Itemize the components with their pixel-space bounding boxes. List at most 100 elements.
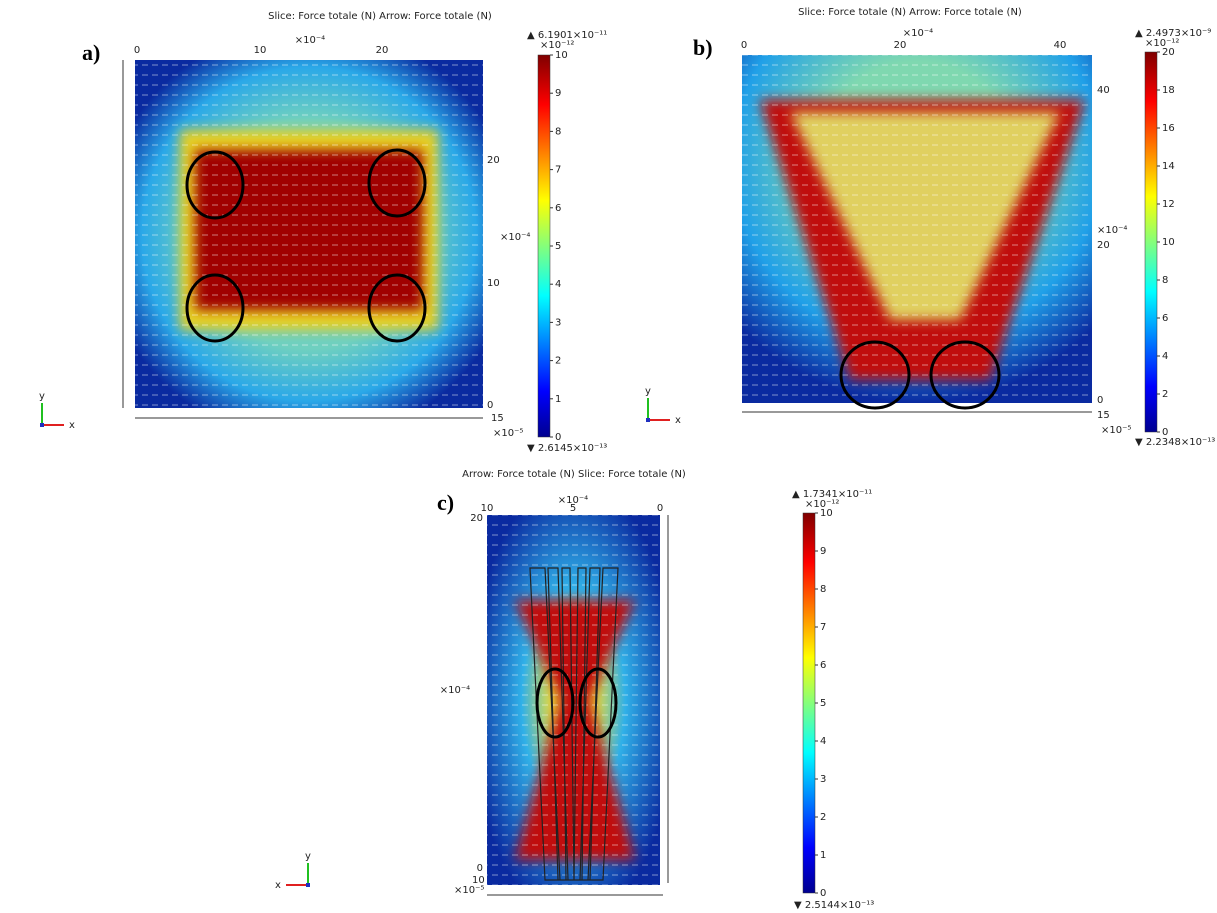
highlight-circles [839, 340, 1001, 410]
colorbar-tick-label: 2 [1162, 389, 1168, 400]
colorbar-tick-label: 10 [820, 508, 833, 519]
triad-x-label: x [275, 880, 281, 891]
triad-origin [40, 423, 44, 427]
triad-y-label: y [645, 386, 651, 397]
top-tick-label: 10 [254, 45, 267, 56]
side-tick-label: 0 [477, 863, 483, 874]
top-tick-label: 0 [134, 45, 140, 56]
circle [185, 273, 245, 343]
colorbar-exponent: ×10⁻¹² [805, 499, 839, 510]
colorbar-tick-label: 3 [820, 774, 826, 785]
axis-exponent: ×10⁻⁴ [1097, 225, 1127, 236]
colorbar-tick-label: 5 [555, 241, 561, 252]
colorbar-max: ▲ 2.4973×10⁻⁹ [1135, 28, 1211, 39]
highlight-circles [185, 148, 427, 343]
colorbar-tick-label: 3 [555, 317, 561, 328]
circle [578, 667, 618, 739]
top-tick-label: 0 [657, 503, 663, 514]
colorbar-tick-label: 10 [1162, 237, 1175, 248]
colorbar-tick-label: 9 [820, 546, 826, 557]
top-tick-label: 5 [570, 503, 576, 514]
axis-exponent: ×10⁻⁴ [903, 28, 933, 39]
side-tick-label: 20 [487, 155, 500, 166]
axis-exponent: ×10⁻⁵ [454, 885, 484, 896]
colorbar [802, 512, 816, 894]
circle [367, 148, 427, 218]
axis-exponent: ×10⁻⁵ [1101, 425, 1131, 436]
colorbar-tick-label: 18 [1162, 85, 1175, 96]
top-tick-label: 0 [741, 40, 747, 51]
triad-origin [646, 418, 650, 422]
colorbar-tick-label: 16 [1162, 123, 1175, 134]
circle [839, 340, 911, 410]
colorbar-tick-label: 6 [820, 660, 826, 671]
colorbar-tick-label: 14 [1162, 161, 1175, 172]
panel-label: a) [82, 40, 100, 65]
arrow-field [135, 60, 483, 408]
side-tick-label: 0 [487, 400, 493, 411]
colorbar-min: ▼ 2.2348×10⁻¹³ [1135, 437, 1215, 448]
colorbar-tick-label: 5 [820, 698, 826, 709]
axis-exponent: ×10⁻⁴ [295, 35, 325, 46]
colorbar-tick-label: 4 [555, 279, 561, 290]
colorbar-tick-label: 2 [820, 812, 826, 823]
panel-title: Slice: Force totale (N) Arrow: Force tot… [268, 11, 492, 22]
top-tick-label: 20 [376, 45, 389, 56]
circle [929, 340, 1001, 410]
colorbar-exponent: ×10⁻¹² [1145, 38, 1179, 49]
side-tick-label: 10 [487, 278, 500, 289]
colorbar-tick-label: 8 [820, 584, 826, 595]
axis-exponent: ×10⁻⁴ [558, 495, 588, 506]
circle [367, 273, 427, 343]
arrow-field [742, 55, 1092, 403]
colorbar-tick-label: 0 [820, 888, 826, 899]
panel-label: b) [693, 35, 713, 60]
colorbar-tick-label: 6 [555, 203, 561, 214]
top-tick-label: 10 [481, 503, 494, 514]
colorbar-tick-label: 4 [820, 736, 826, 747]
field-c [487, 515, 660, 885]
colorbar-tick-label: 9 [555, 88, 561, 99]
corner-label: 15 [1097, 410, 1110, 421]
circle [185, 150, 245, 220]
colorbar-tick-label: 20 [1162, 47, 1175, 58]
colorbar-tick-label: 7 [555, 165, 561, 176]
colorbar [1144, 51, 1158, 433]
colorbar-tick-label: 7 [820, 622, 826, 633]
colorbar-exponent: ×10⁻¹² [540, 40, 574, 51]
colorbar-tick-label: 6 [1162, 313, 1168, 324]
axis-exponent: ×10⁻⁴ [440, 685, 470, 696]
colorbar-tick-label: 12 [1162, 199, 1175, 210]
top-tick-label: 20 [894, 40, 907, 51]
field-a [135, 60, 483, 408]
colorbar-tick-label: 10 [555, 50, 568, 61]
side-tick-label: 20 [470, 513, 483, 524]
highlight-circles [535, 667, 618, 739]
panel-title: Slice: Force totale (N) Arrow: Force tot… [798, 7, 1022, 18]
side-tick-label: 40 [1097, 85, 1110, 96]
colorbar [537, 54, 551, 438]
corner-label: 10 [472, 875, 485, 886]
colorbar-tick-label: 1 [820, 850, 826, 861]
triad-origin [306, 883, 310, 887]
colorbar-tick-label: 8 [555, 126, 561, 137]
side-tick-label: 20 [1097, 240, 1110, 251]
coils [529, 567, 619, 881]
corner-label: 15 [491, 413, 504, 424]
colorbar-tick-label: 2 [555, 356, 561, 367]
circle [535, 667, 575, 739]
axis-exponent: ×10⁻⁴ [500, 232, 530, 243]
colorbar-min: ▼ 2.5144×10⁻¹³ [794, 900, 874, 911]
coil-outline [529, 567, 619, 881]
axis-exponent: ×10⁻⁵ [493, 428, 523, 439]
colorbar-tick-label: 4 [1162, 351, 1168, 362]
triad-x-label: x [675, 415, 681, 426]
triad-y-label: y [39, 391, 45, 402]
triad-x-label: x [69, 420, 75, 431]
panel-title: Arrow: Force totale (N) Slice: Force tot… [462, 469, 686, 480]
colorbar-tick-label: 0 [1162, 427, 1168, 438]
colorbar-min: ▼ 2.6145×10⁻¹³ [527, 443, 607, 454]
field-b [742, 55, 1092, 403]
top-tick-label: 40 [1054, 40, 1067, 51]
